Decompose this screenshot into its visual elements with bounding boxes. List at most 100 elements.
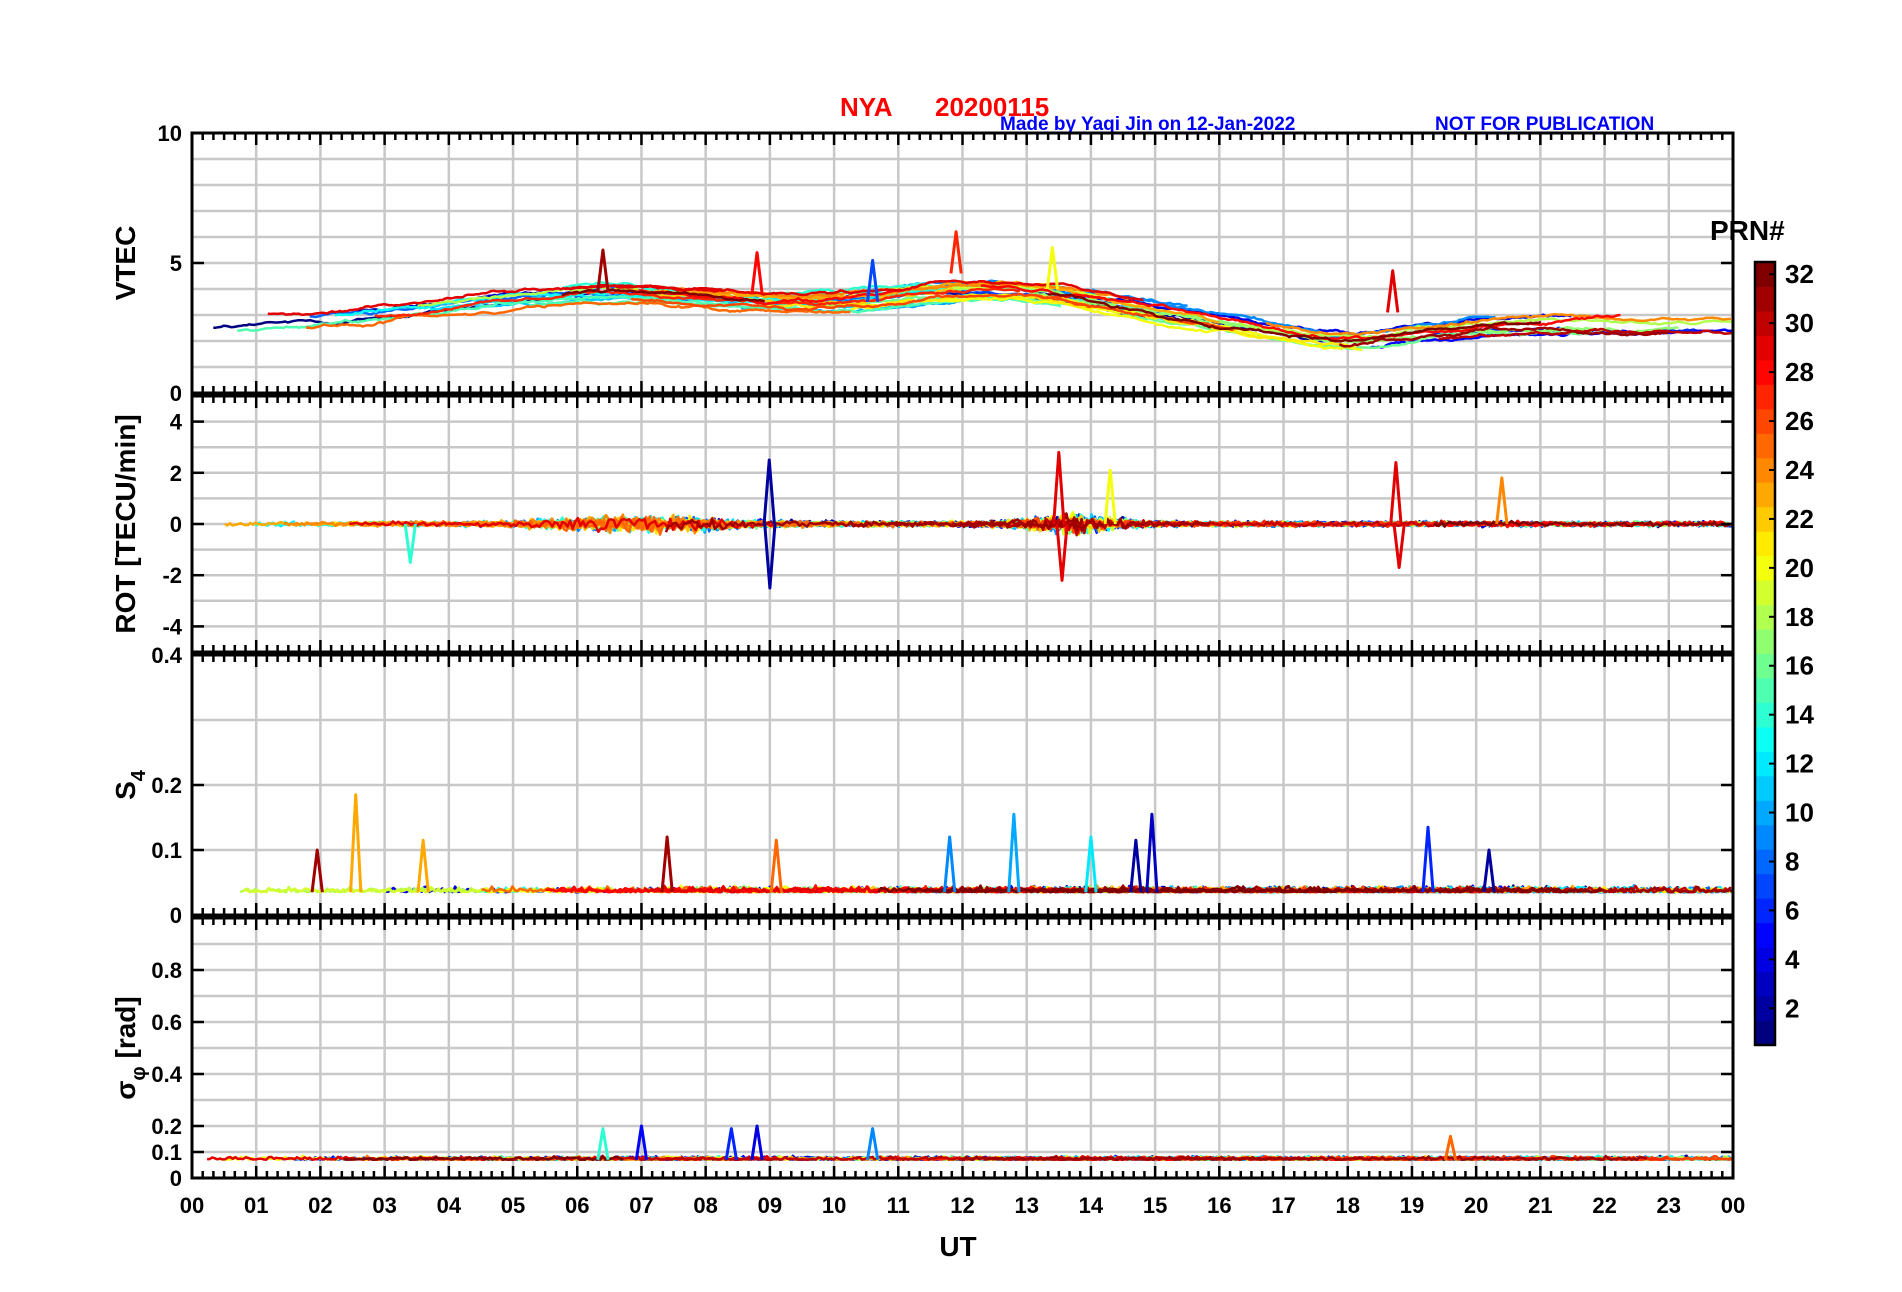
y-label-main: S — [110, 781, 141, 800]
colorbar-tick-label: 18 — [1785, 602, 1814, 632]
colorbar-segment — [1755, 359, 1775, 385]
colorbar-segment — [1755, 580, 1775, 606]
series-line-prn-27 — [374, 287, 1021, 318]
series-line-prn-29 — [267, 283, 723, 316]
colorbar-segment — [1755, 262, 1775, 287]
highlight-spike-prn-12 — [1084, 835, 1098, 893]
x-tick-label: 21 — [1528, 1193, 1552, 1218]
colorbar-segment — [1755, 310, 1775, 336]
panel-sigma_phi: 00.10.20.40.60.8σφ [rad] — [110, 916, 1735, 1191]
panel-sigma_phi-y-label: σφ [rad] — [110, 996, 150, 1099]
colorbar-segment — [1755, 506, 1775, 532]
highlight-spike-prn-24 — [1495, 476, 1509, 525]
y-tick-label: -2 — [162, 563, 182, 588]
highlight-spike-prn-29 — [1389, 461, 1403, 525]
colorbar-tick-label: 24 — [1785, 455, 1814, 485]
highlight-spike-prn-23 — [349, 793, 363, 893]
panel-rot-y-ticks: -4 -2 0 2 4 — [162, 410, 1733, 639]
colorbar-segment — [1755, 947, 1775, 973]
colorbar-segment — [1755, 898, 1775, 924]
series-line-prn-32 — [1047, 292, 1542, 343]
highlight-spike-prn-9 — [943, 835, 957, 893]
colorbar-segment — [1755, 1020, 1775, 1046]
colorbar-segment — [1755, 873, 1775, 899]
series-line-prn-24 — [1265, 313, 1732, 337]
colorbar-segment — [1755, 996, 1775, 1022]
y-label-main: VTEC — [110, 226, 141, 301]
highlight-spike-prn-14 — [403, 523, 417, 564]
y-label-subscript: φ — [128, 1066, 150, 1080]
highlight-spike-prn-5 — [634, 1124, 649, 1161]
series-line-prn-32 — [1433, 519, 1733, 528]
panel-sigma_phi-series — [207, 1154, 1734, 1162]
x-tick-label: 13 — [1014, 1193, 1038, 1218]
y-tick-label: 4 — [170, 410, 183, 435]
highlight-spike-prn-29 — [1052, 450, 1066, 525]
colorbar-segment — [1755, 629, 1775, 654]
y-tick-label: 0 — [170, 381, 182, 406]
panel-s4-highlights — [310, 793, 1496, 893]
colorbar-segment — [1755, 824, 1775, 850]
y-tick-label: 0 — [170, 512, 182, 537]
highlight-spike-prn-23 — [416, 838, 430, 893]
colorbar-tick-label: 4 — [1785, 944, 1800, 974]
y-tick-label: 0.6 — [151, 1010, 182, 1035]
series-line-prn-32 — [561, 288, 766, 303]
highlight-spike-prn-2 — [1482, 848, 1496, 893]
series-line-prn-15 — [237, 295, 728, 333]
colorbar-tick-label: 2 — [1785, 993, 1799, 1023]
x-tick-label: 04 — [437, 1193, 462, 1218]
highlight-spike-prn-9 — [865, 1127, 880, 1161]
x-tick-label: 07 — [629, 1193, 653, 1218]
highlight-spike-prn-29 — [1392, 523, 1406, 570]
panel-s4-y-label: S4 — [110, 769, 150, 800]
highlight-spike-prn-31 — [596, 248, 610, 292]
x-tick-label: 02 — [308, 1193, 332, 1218]
y-label-suffix: [rad] — [110, 996, 141, 1066]
y-label-main: σ — [110, 1081, 141, 1100]
panel-vtec-x-ticks — [190, 133, 1735, 393]
highlight-spike-prn-31 — [310, 848, 324, 893]
x-tick-label: 03 — [372, 1193, 396, 1218]
y-tick-label: -4 — [162, 614, 182, 639]
colorbar-segment — [1755, 457, 1775, 483]
series-line-prn-30 — [1438, 327, 1732, 341]
x-axis-label: UT — [939, 1231, 976, 1262]
x-tick-label: 17 — [1271, 1193, 1295, 1218]
colorbar-tick-label: 6 — [1785, 895, 1799, 925]
series-line-prn-31 — [961, 1154, 1648, 1162]
x-tick-label: 00 — [180, 1193, 204, 1218]
panel-sigma_phi-x-ticks — [190, 918, 1735, 1178]
colorbar-tick-label: 8 — [1785, 846, 1799, 876]
panel-s4-x-ticks — [190, 655, 1735, 915]
highlight-spike-prn-20 — [1045, 245, 1060, 290]
colorbar-segment — [1755, 531, 1775, 557]
panel-rot-x-ticks — [190, 396, 1735, 652]
y-label-subscript: 4 — [128, 769, 150, 781]
colorbar-segment — [1755, 653, 1775, 679]
colorbar-segment — [1755, 849, 1775, 875]
panel-rot-highlights — [403, 450, 1509, 590]
y-tick-label: 0.2 — [151, 1114, 182, 1139]
series-line-prn-25 — [305, 301, 851, 330]
highlight-spike-prn-3 — [1145, 812, 1159, 893]
y-tick-label: 0.4 — [151, 643, 182, 668]
colorbar-tick-label: 16 — [1785, 651, 1814, 681]
panel-rot-series — [224, 510, 1734, 537]
highlight-spike-prn-29 — [1386, 269, 1400, 313]
x-tick-label: 01 — [244, 1193, 268, 1218]
panel-vtec-series — [213, 279, 1733, 352]
title-station: NYA — [840, 92, 893, 122]
y-tick-label: 0.4 — [151, 1062, 182, 1087]
y-tick-label: 10 — [158, 121, 182, 146]
colorbar-tick-label: 30 — [1785, 308, 1814, 338]
highlight-spike-prn-31 — [660, 835, 674, 893]
series-line-prn-32 — [936, 884, 1603, 894]
y-tick-label: 0.1 — [151, 1140, 182, 1165]
panel-sigma_phi-y-ticks: 00.10.2 0.4 0.6 0.8 — [151, 958, 1733, 1191]
panel-vtec-highlights — [596, 230, 1400, 313]
y-label-main: ROT [TECU/min] — [110, 414, 141, 633]
x-tick-label: 18 — [1336, 1193, 1360, 1218]
colorbar-segment — [1755, 775, 1775, 801]
